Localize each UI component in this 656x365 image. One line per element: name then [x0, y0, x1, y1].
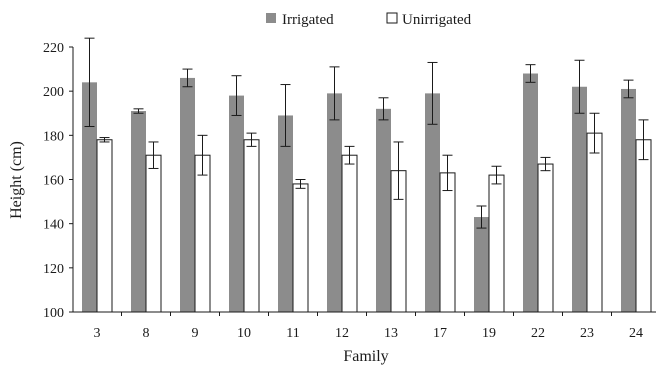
bar-irrigated: [523, 73, 538, 312]
x-tick-label: 9: [192, 326, 199, 341]
y-axis-title: Height (cm): [8, 141, 25, 219]
y-tick-label: 180: [43, 129, 64, 144]
y-tick-label: 120: [43, 262, 64, 277]
bar-irrigated: [376, 108, 391, 312]
bar-unirrigated: [341, 154, 358, 313]
x-tick-label: 3: [94, 326, 101, 341]
x-tick-label: 24: [629, 326, 643, 341]
y-tick-label: 160: [43, 174, 64, 189]
bar-unirrigated: [586, 132, 603, 313]
legend: Irrigated Unirrigated: [266, 12, 472, 28]
bar-irrigated: [82, 82, 97, 312]
bar-irrigated: [425, 93, 440, 312]
bar-irrigated: [278, 115, 293, 312]
x-tick-label: 23: [580, 326, 594, 341]
x-tick-label: 19: [482, 326, 496, 341]
bar-unirrigated: [439, 172, 456, 313]
bar-unirrigated: [292, 183, 309, 313]
bars: [82, 73, 652, 313]
legend-swatch-irrigated: [266, 13, 276, 23]
bar-irrigated: [229, 95, 244, 312]
bar-irrigated: [621, 88, 636, 312]
x-axis-title: Family: [343, 348, 388, 365]
bar-irrigated: [474, 217, 489, 312]
x-axis-ticks: 3 8 9 10 11 12 13 17 19 22 23 24: [94, 312, 643, 341]
y-tick-label: 200: [43, 85, 64, 100]
x-tick-label: 12: [335, 326, 349, 341]
legend-label-irrigated: Irrigated: [282, 12, 334, 28]
x-tick-label: 22: [531, 326, 545, 341]
y-tick-label: 100: [43, 306, 64, 321]
x-tick-label: 8: [143, 326, 150, 341]
bar-unirrigated: [145, 154, 162, 313]
legend-label-unirrigated: Unirrigated: [402, 12, 472, 28]
bar-unirrigated: [537, 163, 554, 313]
x-tick-label: 11: [286, 326, 299, 341]
bar-unirrigated: [96, 139, 113, 313]
bar-irrigated: [180, 77, 195, 313]
error-bars: [84, 37, 649, 229]
bar-unirrigated: [488, 174, 505, 313]
bar-irrigated: [131, 111, 146, 313]
bar-irrigated: [327, 93, 342, 312]
bar-irrigated: [572, 86, 587, 312]
y-axis-ticks: 100 120 140 160 180 200 220: [43, 41, 73, 321]
y-tick-label: 140: [43, 218, 64, 233]
y-tick-label: 220: [43, 41, 64, 56]
x-tick-label: 13: [384, 326, 398, 341]
bar-unirrigated: [635, 139, 652, 313]
bar-unirrigated: [194, 154, 211, 313]
legend-swatch-unirrigated: [386, 12, 398, 24]
bar-unirrigated: [243, 139, 260, 313]
x-tick-label: 10: [237, 326, 251, 341]
x-tick-label: 17: [433, 326, 447, 341]
